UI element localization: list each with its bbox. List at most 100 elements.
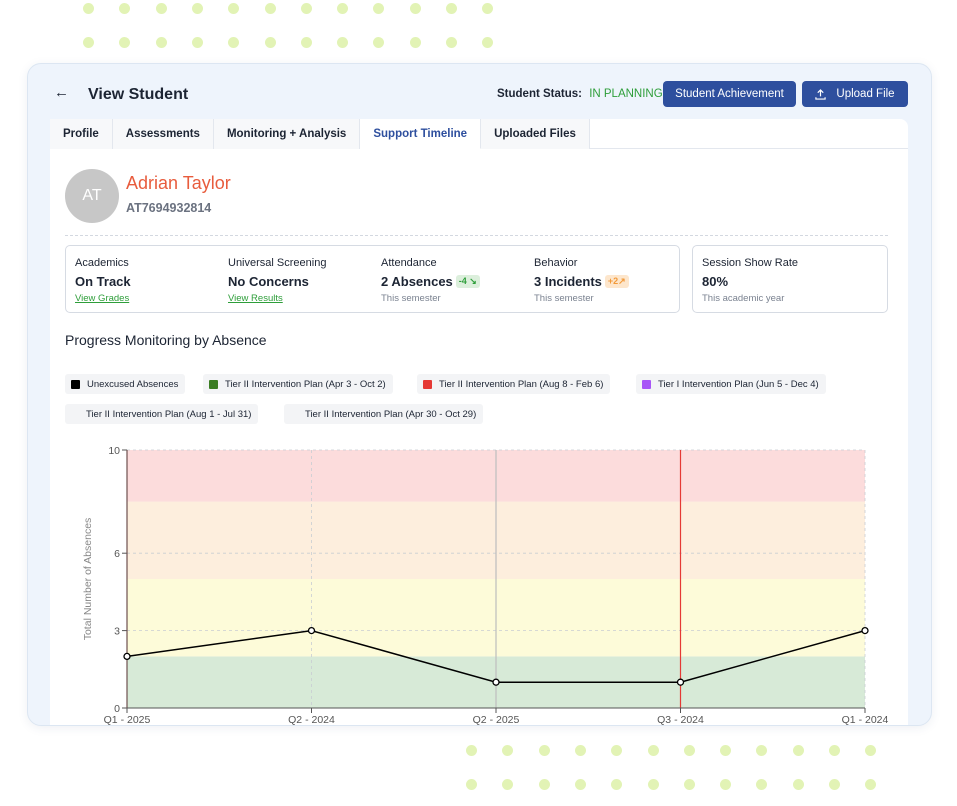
decorative-dot (720, 745, 732, 756)
decorative-dot (756, 779, 768, 790)
decorative-dot (482, 3, 494, 14)
main-panel: Profile Assessments Monitoring + Analysis S… (50, 119, 908, 726)
legend-swatch (642, 379, 651, 389)
view-results-link[interactable]: View Results (228, 293, 283, 304)
legend-label: Unexcused Absences (87, 378, 179, 390)
metric-attendance: Attendance 2 Absences -4 ↘ This semester (372, 246, 522, 314)
decorative-dot (409, 37, 421, 48)
metric-label: Attendance (381, 257, 437, 269)
x-tick-label: Q1 - 2025 (104, 714, 151, 726)
legend-swatch (209, 379, 218, 389)
metric-value: 3 Incidents +2↗ (534, 274, 629, 289)
page-title: View Student (88, 86, 189, 103)
upload-file-label: Upload File (836, 88, 895, 100)
legend-item[interactable]: Tier II Intervention Plan (Aug 1 - Jul 3… (65, 404, 259, 424)
decorative-dot (466, 745, 477, 756)
tab-uploaded-files[interactable]: Uploaded Files (481, 119, 590, 149)
y-tick-label: 10 (108, 445, 120, 457)
decorative-dot (337, 3, 349, 14)
decorative-dot (792, 779, 804, 790)
tab-assessments[interactable]: Assessments (112, 119, 214, 149)
decorative-dot (538, 779, 550, 790)
y-axis-label: Total Number of Absences (82, 518, 94, 641)
decorative-dot (482, 37, 494, 48)
student-name: Adrian Taylor (126, 173, 231, 193)
student-card: ← View Student Student Status: IN PLANNI… (27, 63, 932, 726)
attendance-value: 2 Absences (381, 274, 453, 289)
metrics-box: Academics On Track View Grades Universal… (65, 245, 680, 313)
x-tick-label: Q1 - 2024 (842, 714, 889, 726)
decorative-dot (446, 37, 457, 48)
metric-behavior: Behavior 3 Incidents +2↗ This semester (525, 246, 675, 314)
decorative-dot (83, 3, 94, 14)
metric-label: Behavior (534, 257, 578, 269)
metric-academics: Academics On Track View Grades (66, 246, 216, 314)
decorative-dot (300, 37, 312, 48)
decorative-dot (756, 745, 768, 756)
metric-label: Universal Screening (228, 257, 327, 269)
legend-item[interactable]: Unexcused Absences (65, 374, 186, 394)
metric-value: No Concerns (228, 274, 309, 289)
decorative-dot (373, 3, 385, 14)
decorative-dot (865, 779, 877, 790)
decorative-dot (119, 37, 131, 48)
y-tick-label: 6 (114, 548, 120, 560)
decorative-dot (865, 745, 877, 756)
student-id: AT7694932814 (126, 201, 212, 215)
metric-subtext: This semester (534, 293, 594, 304)
metric-label: Academics (75, 257, 129, 269)
attendance-trend-badge: -4 ↘ (455, 275, 480, 288)
legend-item[interactable]: Tier II Intervention Plan (Apr 3 - Oct 2… (203, 374, 393, 394)
behavior-trend-badge: +2↗ (604, 275, 629, 288)
tab-bar: Profile Assessments Monitoring + Analysis S… (50, 119, 908, 149)
view-grades-link[interactable]: View Grades (75, 293, 130, 304)
data-point (307, 626, 316, 635)
legend-swatch (423, 379, 432, 389)
decorative-dot (829, 745, 840, 756)
student-achievement-label: Student Achievement (675, 88, 784, 100)
x-tick-label: Q3 - 2024 (657, 714, 704, 726)
legend-swatch (71, 379, 80, 389)
decorative-dot (647, 745, 659, 756)
avatar-initials: AT (82, 187, 102, 204)
upload-file-button[interactable]: Upload File (802, 81, 908, 107)
arrow-left-icon[interactable]: ← (54, 84, 69, 101)
session-show-rate-box: Session Show Rate 80% This academic year (692, 245, 888, 313)
decorative-dot (720, 779, 732, 790)
student-achievement-button[interactable]: Student Achievement (663, 81, 796, 107)
tab-monitoring-analysis[interactable]: Monitoring + Analysis (213, 119, 361, 149)
legend-label: Tier II Intervention Plan (Apr 30 - Oct … (305, 408, 477, 420)
metric-value: On Track (75, 274, 131, 289)
decorative-dot (119, 3, 131, 14)
decorative-dot (300, 3, 312, 14)
legend-item[interactable]: Tier I Intervention Plan (Jun 5 - Dec 4) (636, 374, 826, 394)
legend-label: Tier II Intervention Plan (Aug 8 - Feb 6… (439, 378, 604, 390)
decorative-dot (502, 779, 514, 790)
status-label: Student Status: (497, 88, 582, 100)
legend-label: Tier I Intervention Plan (Jun 5 - Dec 4) (658, 378, 819, 390)
avatar: AT (65, 169, 119, 223)
decorative-dot (574, 779, 586, 790)
legend-label: Tier II Intervention Plan (Aug 1 - Jul 3… (86, 408, 252, 420)
decorative-dot (191, 37, 203, 48)
legend-item[interactable]: Tier II Intervention Plan (Aug 8 - Feb 6… (417, 374, 611, 394)
tab-profile[interactable]: Profile (50, 119, 113, 149)
student-status: Student Status: IN PLANNING (497, 88, 663, 100)
tab-support-timeline[interactable]: Support Timeline (360, 119, 482, 149)
decorative-dot (83, 37, 94, 48)
upload-icon (815, 88, 827, 100)
status-value: IN PLANNING (589, 88, 663, 100)
metric-universal-screening: Universal Screening No Concerns View Res… (219, 246, 369, 314)
page-header: ← View Student Student Status: IN PLANNI… (28, 64, 931, 120)
decorative-dot (264, 3, 276, 14)
decorative-dot (264, 37, 276, 48)
decorative-dot (574, 745, 586, 756)
decorative-dot (155, 3, 167, 14)
decorative-dot (446, 3, 457, 14)
decorative-dot (191, 3, 203, 14)
legend-item[interactable]: Tier II Intervention Plan (Apr 30 - Oct … (284, 404, 484, 424)
x-tick-label: Q2 - 2025 (473, 714, 520, 726)
metric-value: 2 Absences -4 ↘ (381, 274, 480, 289)
decorative-dot (683, 779, 695, 790)
divider (65, 235, 888, 236)
